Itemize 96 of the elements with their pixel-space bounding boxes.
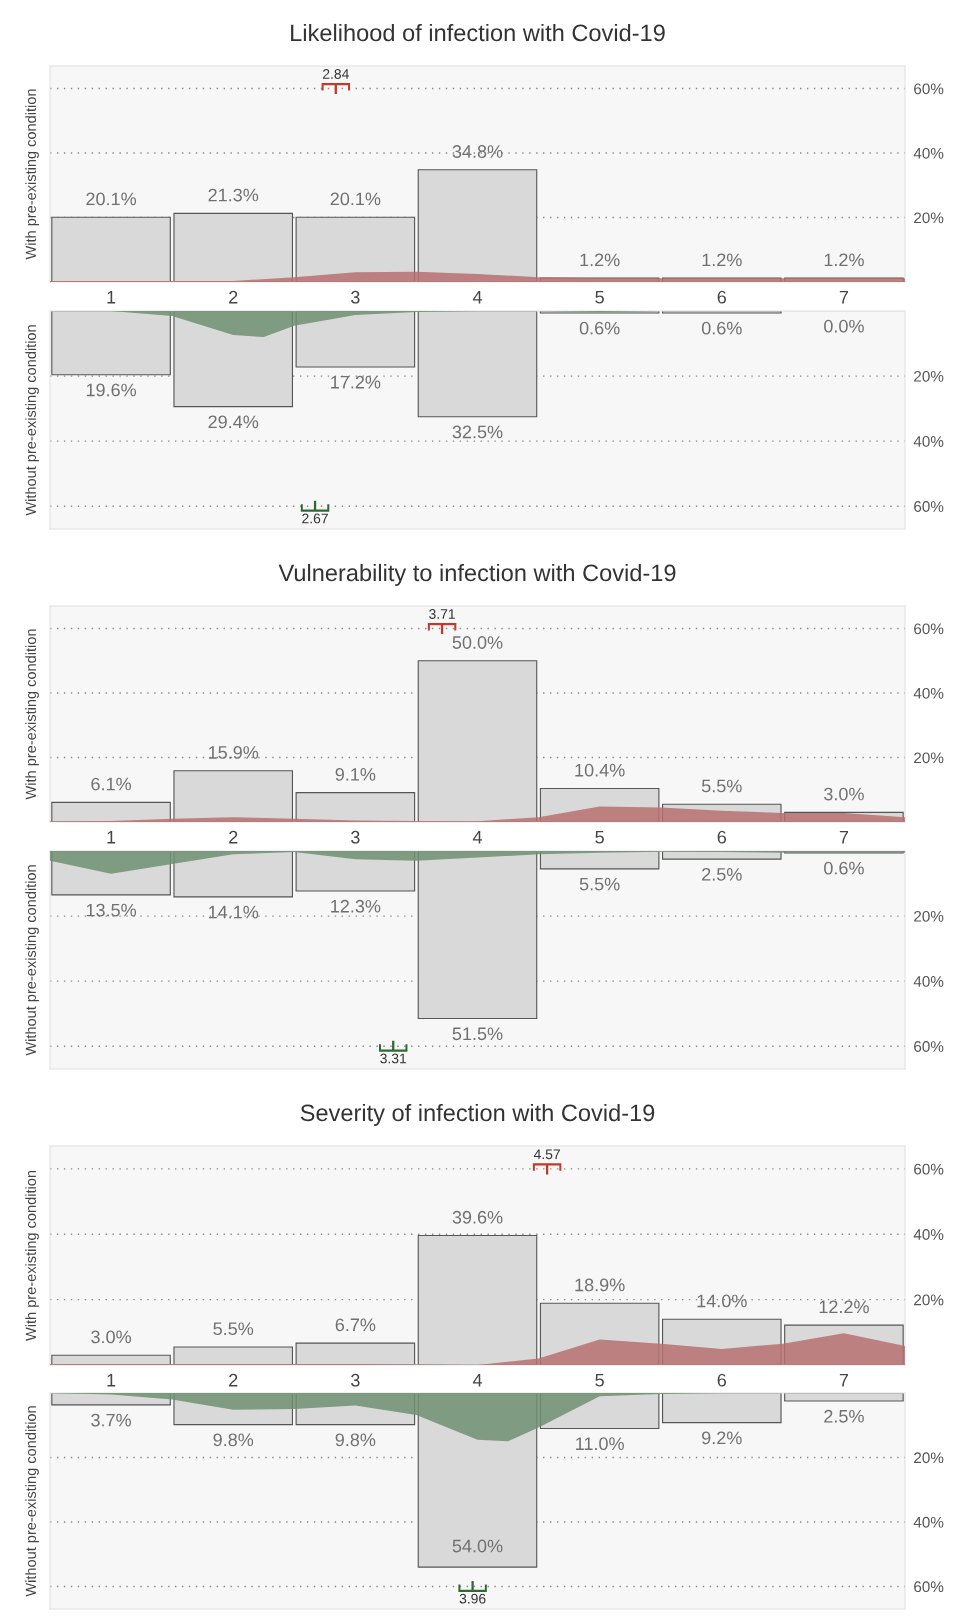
data-label: 5.5% xyxy=(213,1322,254,1336)
data-label: 20.1% xyxy=(330,192,381,206)
x-tick-label: 6 xyxy=(717,290,727,304)
x-tick-label: 7 xyxy=(839,831,849,844)
y-axis-title: Without pre-existing condition xyxy=(25,1406,39,1597)
data-label: 0.0% xyxy=(824,319,864,333)
data-label: 1.2% xyxy=(824,253,864,267)
data-label: 3.7% xyxy=(91,1413,132,1427)
data-label: 1.2% xyxy=(702,253,742,267)
data-label: 14.0% xyxy=(697,1294,747,1308)
y-axis-title: With pre-existing condition xyxy=(25,89,39,260)
data-label: 39.6% xyxy=(452,1210,503,1224)
annotation: 2.67 xyxy=(302,513,328,524)
data-label: 21.3% xyxy=(208,188,259,202)
data-label: 2.5% xyxy=(702,867,742,881)
data-label: 5.5% xyxy=(701,779,742,793)
chart-title: Likelihood of infection with Covid-19 xyxy=(291,23,665,42)
y-tick-label: 60% xyxy=(914,1581,944,1593)
data-label: 29.4% xyxy=(208,415,259,429)
data-label: 11.0% xyxy=(576,1437,624,1451)
chart-title: Severity of infection with Covid-19 xyxy=(300,1103,655,1126)
x-tick-label: 2 xyxy=(229,1373,238,1387)
x-tick-label: 1 xyxy=(107,831,116,844)
data-label: 0.6% xyxy=(579,321,620,335)
x-tick-label: 5 xyxy=(595,831,604,844)
x-tick-label: 6 xyxy=(717,1373,727,1387)
x-tick-label: 3 xyxy=(351,1373,360,1387)
y-tick-label: 40% xyxy=(913,687,944,699)
x-tick-label: 4 xyxy=(472,1374,482,1387)
data-label: 0.6% xyxy=(824,861,864,875)
data-label: 19.6% xyxy=(86,383,137,397)
data-label: 34.8% xyxy=(452,145,503,158)
y-axis-title: Without pre-existing condition xyxy=(25,865,39,1056)
x-tick-label: 1 xyxy=(107,1374,116,1387)
y-tick-label: 40% xyxy=(913,1229,944,1240)
data-label: 9.8% xyxy=(213,1433,254,1447)
annotation: 3.31 xyxy=(380,1053,407,1064)
y-tick-label: 40% xyxy=(913,147,944,159)
data-label: 2.5% xyxy=(824,1409,864,1423)
x-tick-label: 5 xyxy=(595,1374,604,1387)
y-tick-label: 60% xyxy=(914,1041,944,1052)
data-label: 12.3% xyxy=(331,899,381,913)
y-tick-label: 20% xyxy=(914,212,944,224)
x-tick-label: 2 xyxy=(229,830,238,844)
data-label: 9.8% xyxy=(335,1433,376,1447)
data-label: 13.5% xyxy=(86,903,137,917)
y-tick-label: 60% xyxy=(914,623,944,635)
data-label: 14.1% xyxy=(208,905,259,919)
y-tick-label: 60% xyxy=(914,1163,944,1175)
x-tick-label: 1 xyxy=(107,291,116,304)
data-label: 9.2% xyxy=(702,1431,742,1445)
annotation: 4.57 xyxy=(533,1149,560,1160)
x-tick-label: 4 xyxy=(472,831,482,844)
y-tick-label: 20% xyxy=(914,1452,944,1464)
data-label: 1.2% xyxy=(580,253,620,267)
annotation: 2.84 xyxy=(323,69,349,79)
data-label: 15.9% xyxy=(208,746,259,759)
data-label: 17.2% xyxy=(331,375,381,389)
data-label: 20.1% xyxy=(86,192,137,206)
x-tick-label: 5 xyxy=(595,291,604,304)
y-tick-label: 20% xyxy=(914,370,944,382)
y-axis-title: With pre-existing condition xyxy=(25,629,39,800)
x-tick-label: 6 xyxy=(717,830,727,844)
y-tick-label: 20% xyxy=(914,752,944,764)
data-label: 6.7% xyxy=(335,1318,376,1332)
y-tick-label: 40% xyxy=(913,1516,944,1528)
data-label: 32.5% xyxy=(452,425,503,439)
x-tick-label: 2 xyxy=(229,290,238,304)
data-label: 12.2% xyxy=(819,1300,869,1314)
data-label: 0.6% xyxy=(701,321,742,335)
annotation: 3.71 xyxy=(429,609,455,619)
x-tick-label: 7 xyxy=(839,1374,849,1387)
y-tick-label: 20% xyxy=(914,1294,944,1306)
y-axis-title: Without pre-existing condition xyxy=(25,325,39,516)
y-tick-label: 40% xyxy=(913,976,944,987)
x-tick-label: 3 xyxy=(351,830,360,844)
data-label: 5.5% xyxy=(579,877,620,891)
annotation: 3.96 xyxy=(459,1593,486,1604)
x-tick-label: 3 xyxy=(351,290,360,304)
data-label: 9.1% xyxy=(335,767,376,781)
chart-title: Vulnerability to infection with Covid-19 xyxy=(278,563,676,586)
data-label: 6.1% xyxy=(91,777,132,791)
data-label: 50.0% xyxy=(452,636,503,649)
data-label: 3.0% xyxy=(91,1330,132,1344)
x-tick-label: 7 xyxy=(839,291,849,304)
y-axis-title: With pre-existing condition xyxy=(25,1170,39,1341)
y-tick-label: 60% xyxy=(914,501,944,512)
data-label: 10.4% xyxy=(575,763,625,777)
data-label: 54.0% xyxy=(452,1539,503,1553)
data-label: 3.0% xyxy=(824,787,864,801)
data-label: 18.9% xyxy=(575,1278,625,1292)
y-tick-label: 40% xyxy=(913,436,944,447)
x-tick-label: 4 xyxy=(472,291,482,304)
y-tick-label: 60% xyxy=(914,83,944,95)
data-label: 51.5% xyxy=(452,1027,503,1041)
y-tick-label: 20% xyxy=(914,910,944,922)
